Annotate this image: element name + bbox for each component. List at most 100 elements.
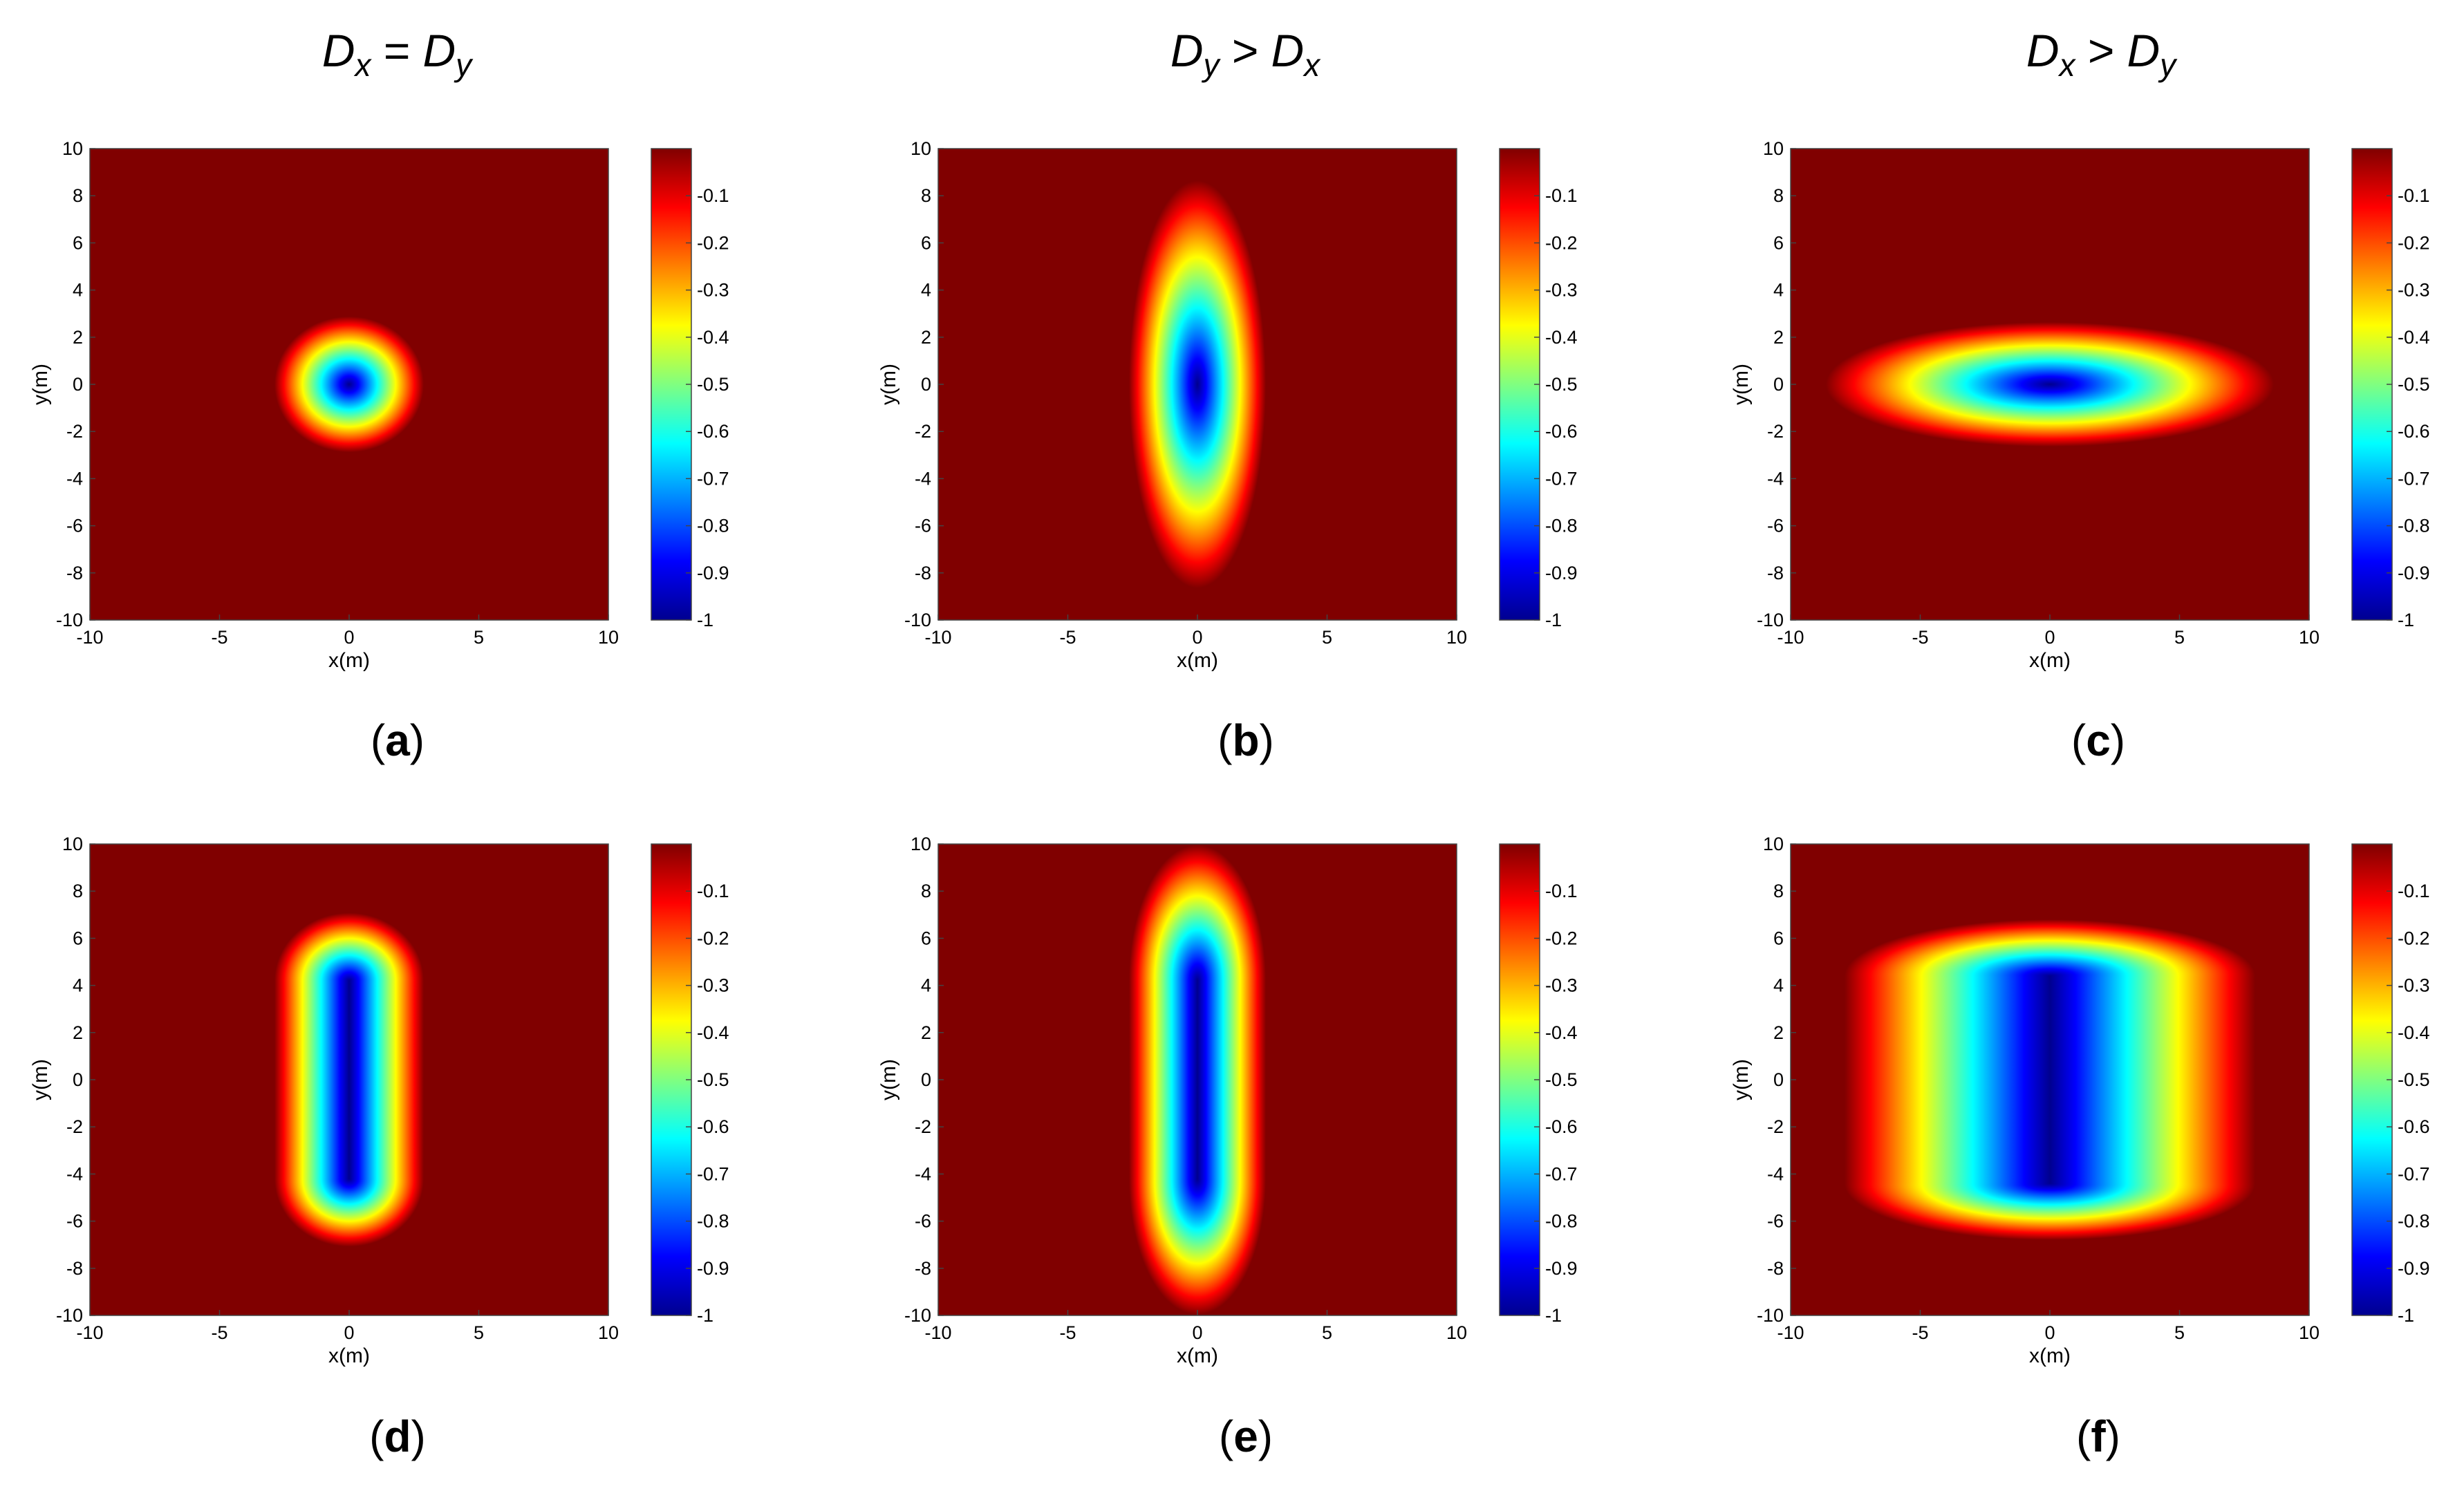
colorbar-tick-label: -0.3 — [697, 280, 729, 301]
y-axis-label: y(m) — [1730, 364, 1753, 405]
x-tick-label: -5 — [1059, 627, 1076, 648]
colorbar-tick-label: -0.7 — [697, 468, 729, 489]
y-tick-label: 10 — [911, 138, 931, 159]
caption-letter: a — [385, 715, 410, 765]
panel-e: -10 -5 0 5 10 -10 -8 -6 -4 -2 0 2 4 6 8 10 x(m) y(m) -0.1 -… — [877, 834, 1578, 1461]
colorbar-tick-label: -0.5 — [697, 374, 729, 395]
y-tick-label: -4 — [66, 468, 83, 489]
x-axis-label: x(m) — [2029, 649, 2071, 672]
x-tick-label: -10 — [76, 1322, 103, 1343]
colorbar-tick-label: -0.6 — [1545, 421, 1578, 442]
y-tick-label: 2 — [73, 327, 83, 348]
colorbar — [1499, 843, 1540, 1316]
heading-subscript: y — [2158, 47, 2178, 83]
colorbar-tick-label: -0.2 — [2398, 232, 2430, 253]
caption-paren: ( — [2071, 715, 2086, 765]
x-tick-label: -10 — [1777, 627, 1804, 648]
colorbar-tick-label: -0.1 — [697, 185, 729, 206]
y-axis-label: y(m) — [1730, 1059, 1753, 1100]
colorbar-tick-label: -0.6 — [697, 1116, 729, 1137]
colorbar — [651, 148, 692, 621]
colorbar-tick-label: -0.1 — [697, 881, 729, 901]
y-tick-label: 0 — [73, 1069, 83, 1090]
x-tick-label: 0 — [2044, 1322, 2055, 1343]
y-tick-label: -6 — [915, 1211, 931, 1232]
heading-symbol: D — [2026, 25, 2060, 76]
colorbar-tick-label: -0.9 — [1545, 563, 1578, 583]
x-tick-label: -10 — [76, 627, 103, 648]
heading-symbol: D — [1170, 25, 1204, 76]
field-body — [1845, 975, 2255, 1184]
colorbar-tick-label: -0.9 — [1545, 1258, 1578, 1279]
y-tick-label: 8 — [73, 881, 83, 901]
y-tick-label: 6 — [1773, 928, 1784, 948]
colorbar-tick-label: -0.4 — [2398, 1022, 2430, 1043]
y-tick-label: 4 — [921, 280, 931, 301]
y-tick-label: 6 — [921, 928, 931, 948]
y-tick-label: 10 — [62, 834, 83, 854]
colorbar — [2351, 843, 2393, 1316]
colorbar-tick-label: -0.8 — [2398, 516, 2430, 536]
column-heading: Dy > Dx — [1170, 25, 1321, 83]
colorbar-tick-label: -0.6 — [2398, 421, 2430, 442]
heatmap-area — [1791, 149, 2309, 620]
heatmap-area — [938, 844, 1457, 1315]
colorbar-tick-label: -0.6 — [697, 421, 729, 442]
y-tick-label: 8 — [921, 881, 931, 901]
y-tick-label: -10 — [56, 1305, 83, 1326]
y-tick-label: 8 — [921, 185, 931, 206]
column-heading: Dx > Dy — [2026, 25, 2178, 83]
colorbar-tick-label: -0.6 — [2398, 1116, 2430, 1137]
x-axis-label: x(m) — [1177, 649, 1218, 672]
panel-b: -10 -5 0 5 10 -10 -8 -6 -4 -2 0 2 4 6 8 10 x(m) y(m) -0.1 -… — [877, 138, 1578, 765]
x-tick-label: 10 — [1446, 1322, 1467, 1343]
y-tick-label: -8 — [1767, 563, 1784, 583]
colorbar-tick-label: -0.4 — [1545, 327, 1578, 348]
colorbar-tick-label: -0.1 — [2398, 881, 2430, 901]
colorbar-tick-label: -0.1 — [1545, 881, 1578, 901]
y-tick-label: -10 — [1757, 1305, 1784, 1326]
x-axis-label: x(m) — [1177, 1344, 1218, 1367]
panel-caption: (a) — [371, 715, 424, 765]
heading-subscript: x — [2058, 47, 2077, 83]
colorbar-tick-label: -0.5 — [2398, 374, 2430, 395]
y-tick-label: -2 — [915, 1116, 931, 1137]
caption-paren: ) — [1258, 1412, 1273, 1461]
field-blob — [1129, 180, 1266, 588]
y-tick-label: -6 — [66, 1211, 83, 1232]
x-tick-label: -5 — [1912, 627, 1928, 648]
y-tick-label: -2 — [1767, 421, 1784, 442]
x-tick-label: 0 — [344, 627, 354, 648]
y-tick-label: -6 — [66, 516, 83, 536]
heading-operator: = — [371, 25, 411, 76]
colorbar-tick-label: -0.7 — [697, 1163, 729, 1184]
colorbar-tick-label: -0.4 — [697, 327, 729, 348]
heading-subscript: y — [1202, 47, 1222, 83]
colorbar-tick-label: -0.9 — [2398, 1258, 2430, 1279]
caption-paren: ) — [410, 715, 424, 765]
x-tick-label: 10 — [598, 1322, 619, 1343]
x-axis-label: x(m) — [2029, 1344, 2071, 1367]
y-tick-label: 6 — [73, 928, 83, 948]
x-tick-label: -5 — [211, 1322, 227, 1343]
x-tick-label: 0 — [1192, 1322, 1202, 1343]
colorbar-tick-label: -0.2 — [2398, 928, 2430, 948]
caption-letter: c — [2086, 715, 2111, 765]
y-tick-label: 8 — [1773, 881, 1784, 901]
y-tick-label: -8 — [66, 563, 83, 583]
y-tick-label: -10 — [1757, 610, 1784, 630]
field-blob — [274, 316, 424, 453]
x-tick-label: 0 — [344, 1322, 354, 1343]
y-tick-label: 0 — [73, 374, 83, 395]
y-tick-label: -4 — [1767, 468, 1784, 489]
x-tick-label: 0 — [1192, 627, 1202, 648]
panel-caption: (b) — [1217, 715, 1274, 765]
colorbar-tick-label: -0.5 — [2398, 1069, 2430, 1090]
y-tick-label: -8 — [915, 1258, 931, 1279]
y-tick-label: 6 — [921, 232, 931, 253]
colorbar-tick-label: -0.4 — [697, 1022, 729, 1043]
panel-caption: (e) — [1219, 1412, 1273, 1461]
y-tick-label: 10 — [1763, 138, 1784, 159]
colorbar-tick-label: -0.3 — [2398, 280, 2430, 301]
caption-letter: e — [1233, 1412, 1258, 1461]
